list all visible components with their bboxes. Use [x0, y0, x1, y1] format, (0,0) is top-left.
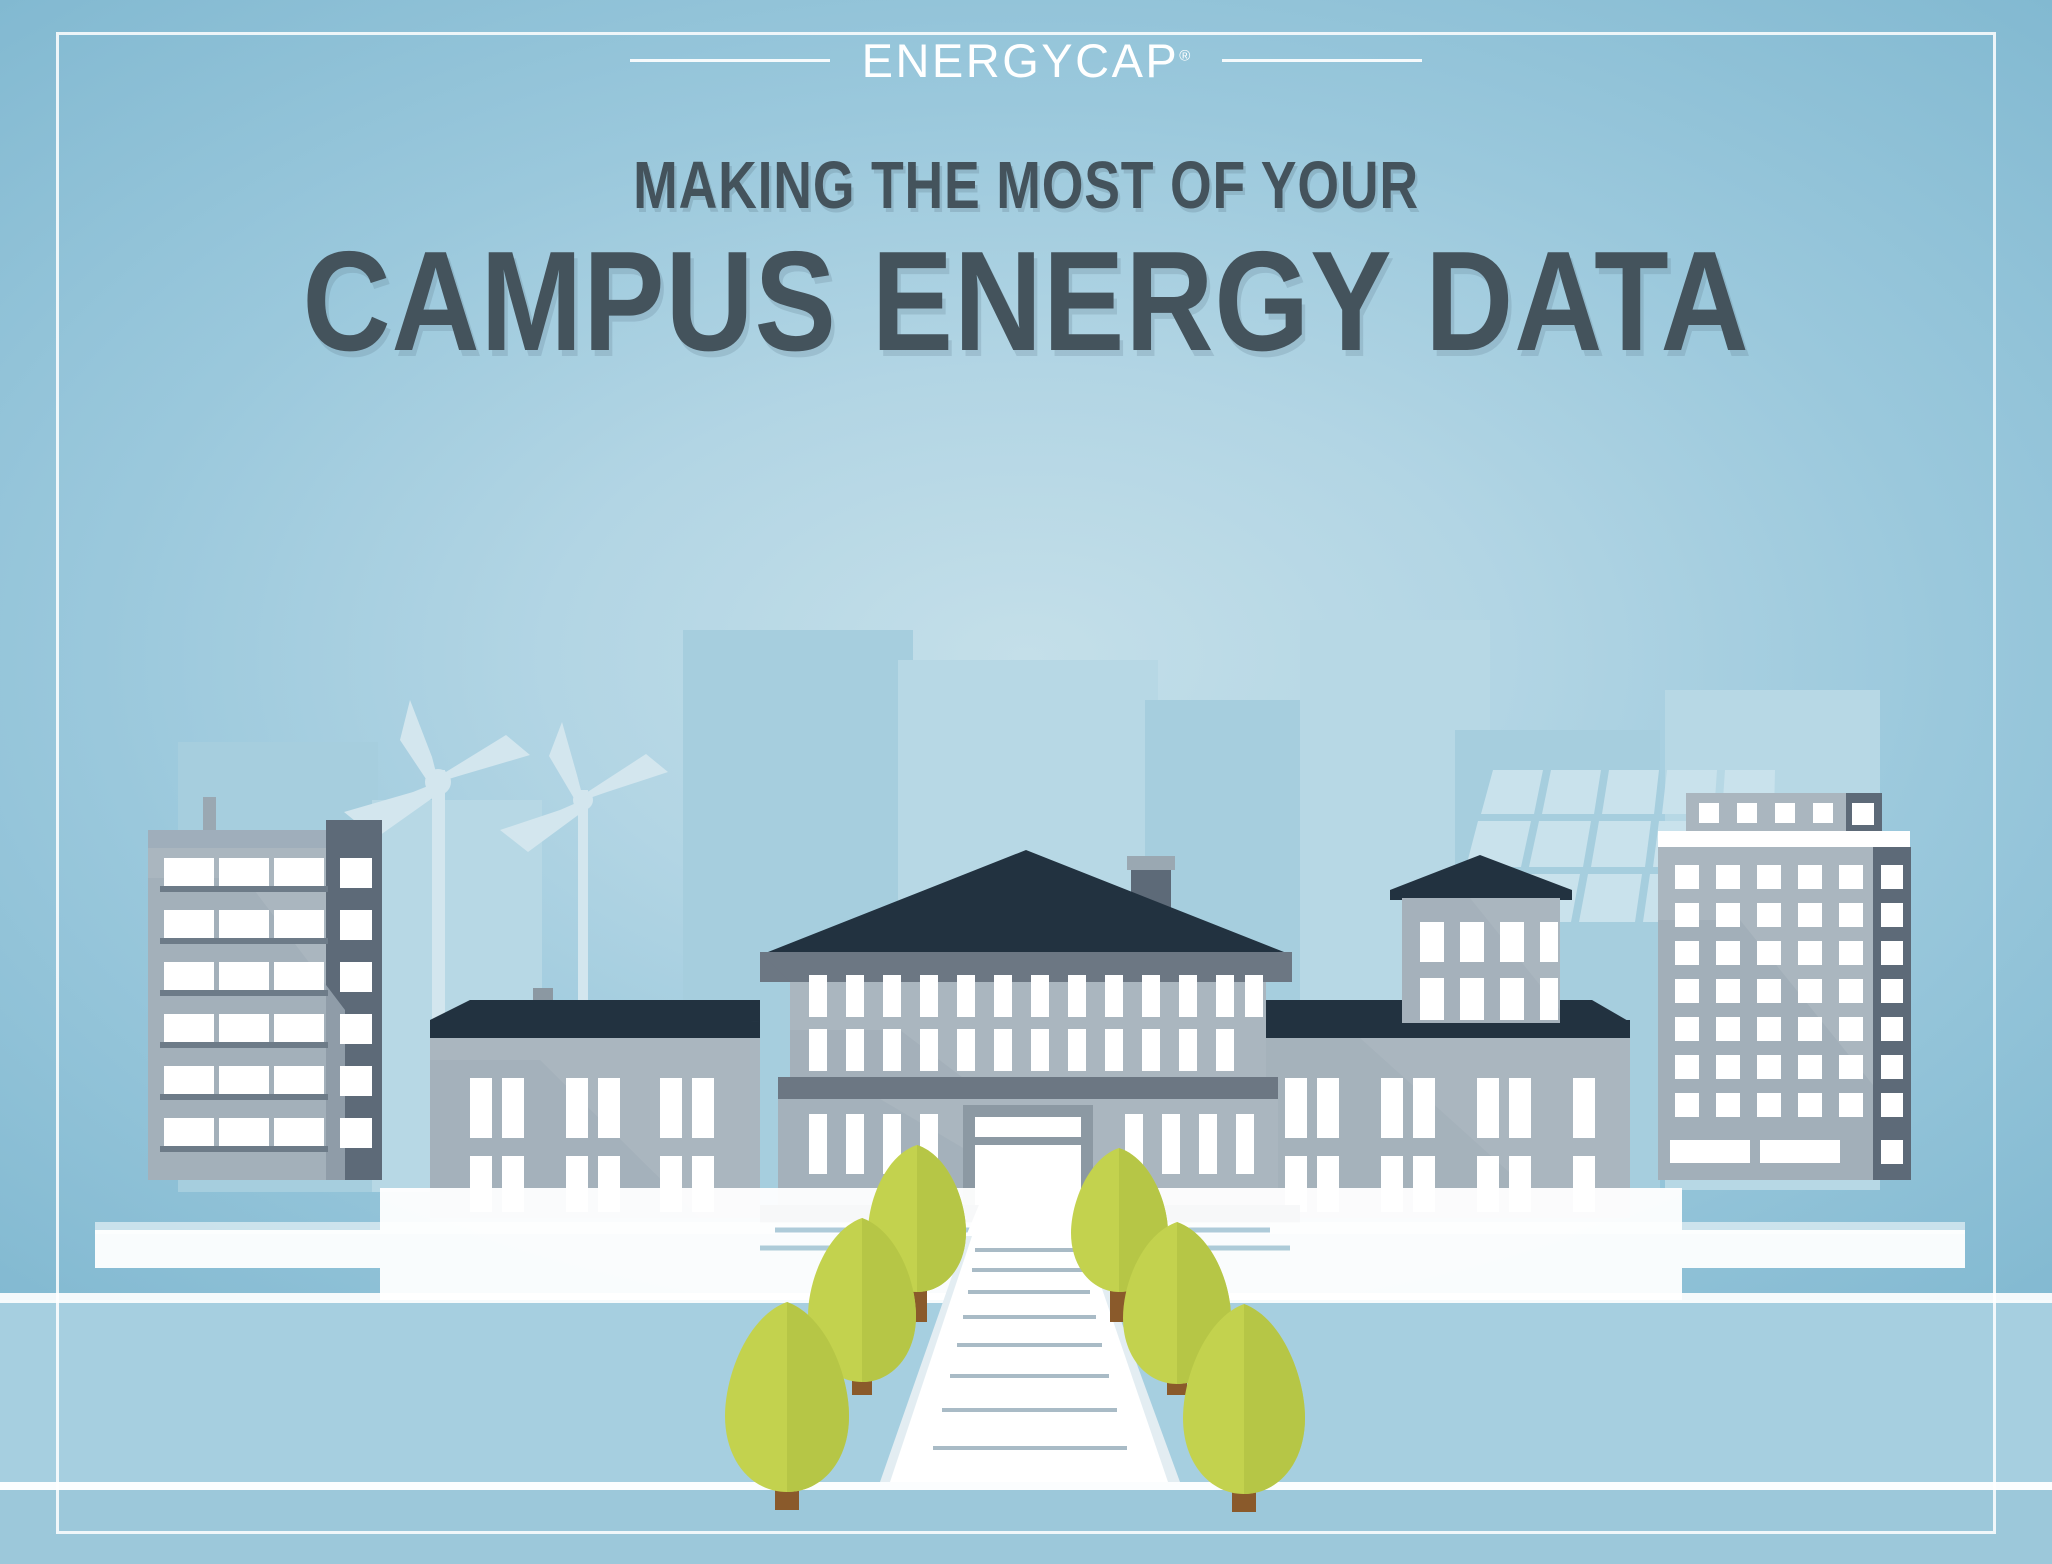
tree — [725, 1302, 849, 1510]
left-wing-building — [430, 988, 760, 1218]
energycap-logo[interactable]: ENERGYCAP® — [862, 37, 1191, 84]
tree — [808, 1218, 916, 1395]
tree-row-right — [1071, 1148, 1305, 1512]
tree — [1183, 1304, 1305, 1512]
logo-rule-left — [629, 58, 830, 62]
walkway-path — [880, 1188, 1180, 1482]
brand-logo-row: ENERGYCAP® — [0, 30, 2052, 90]
registered-trademark-icon: ® — [1179, 46, 1191, 64]
right-tower-building — [1390, 855, 1572, 1023]
right-wing-building — [1245, 1000, 1630, 1218]
main-campus-building — [760, 850, 1300, 1225]
right-highrise-building — [1658, 793, 1911, 1180]
tree-row-left — [725, 1145, 966, 1510]
energycap-logo-text: ENERGYCAP — [861, 33, 1180, 87]
headline-line-2: CAMPUS ENERGY DATA — [302, 222, 1750, 381]
left-highrise-building — [148, 797, 382, 1180]
logo-rule-right — [1222, 58, 1423, 62]
title-block: MAKING THE MOST OF YOUR CAMPUS ENERGY DA… — [0, 152, 2052, 378]
headline-line-1: MAKING THE MOST OF YOUR — [633, 148, 1419, 223]
wind-turbine-right — [500, 722, 668, 1090]
